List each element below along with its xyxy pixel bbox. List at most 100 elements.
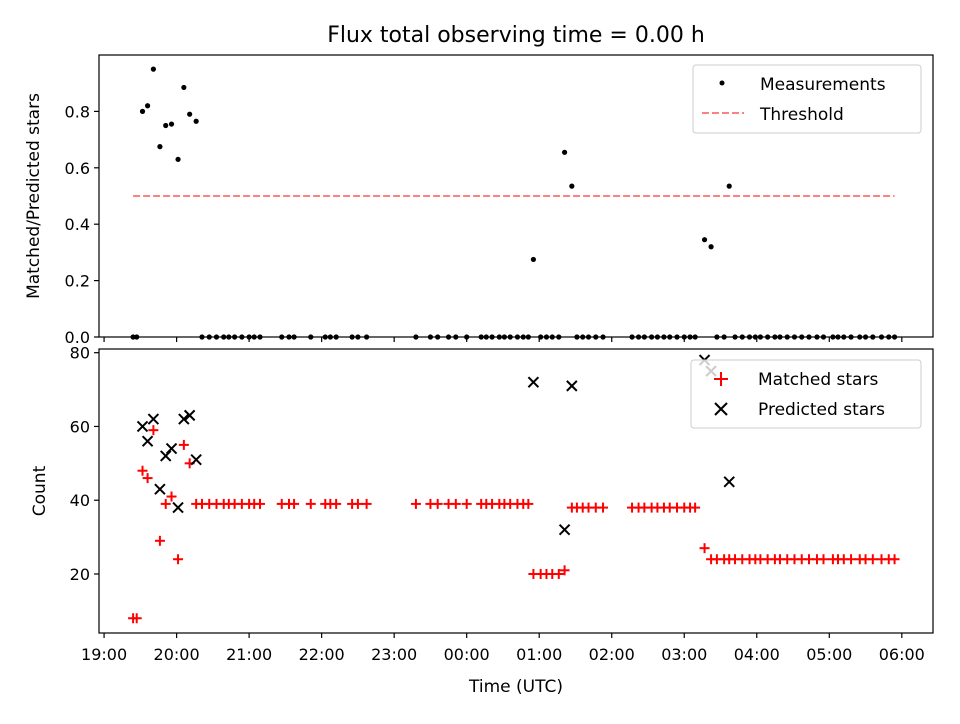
matched-star-point	[432, 498, 443, 509]
x-tick-label: 04:00	[734, 645, 780, 664]
matched-star-point	[142, 473, 153, 484]
predicted-star-point	[160, 450, 172, 462]
measurement-point	[139, 108, 146, 114]
x-tick-label: 05:00	[806, 645, 852, 664]
matched-star-point	[148, 425, 159, 436]
matched-star-point	[450, 498, 461, 509]
ratio-y-tick-label: 0.0	[65, 328, 90, 347]
matched-star-point	[254, 498, 265, 509]
predicted-star-point	[527, 376, 540, 388]
counts-matched-layer	[128, 425, 900, 624]
ratio-y-tick-label: 0.2	[65, 272, 90, 291]
matched-star-point	[361, 498, 372, 509]
counts-x-axis: 19:00 20:00 21:00 22:00 23:00 00:00 01:00 02:00…	[81, 633, 925, 664]
measurement-point	[701, 237, 708, 243]
matched-star-point	[331, 498, 342, 509]
measurement-point	[157, 144, 163, 150]
x-tick-label: 20:00	[154, 645, 200, 664]
ratio-y-tick-label: 0.8	[65, 102, 90, 121]
legend-threshold-label: Threshold	[759, 105, 844, 125]
counts-panel: 20 40 60 80 19:00 20:00 21:00 22:00 23:00 00:00 0…	[30, 344, 934, 697]
legend-predicted-marker	[714, 402, 728, 416]
x-tick-label: 03:00	[661, 645, 707, 664]
predicted-star-point	[147, 413, 160, 425]
predicted-star-point	[723, 476, 735, 488]
measurement-point	[530, 256, 537, 263]
counts-legend: Matched stars Predicted stars	[690, 359, 922, 429]
legend-matched-marker	[714, 372, 728, 386]
predicted-star-point	[165, 442, 178, 455]
x-tick-label: 06:00	[879, 645, 925, 664]
x-tick-label: 19:00	[81, 645, 127, 664]
counts-y-axis: 20 40 60 80	[70, 344, 99, 584]
ratio-legend-box	[692, 64, 922, 134]
x-tick-label: 23:00	[371, 645, 417, 664]
measurement-point	[168, 121, 175, 127]
predicted-star-point	[183, 409, 196, 422]
matched-star-point	[160, 498, 171, 509]
ratio-y-tick-label: 0.6	[65, 159, 90, 178]
measurement-point	[163, 122, 169, 129]
predicted-star-point	[154, 483, 166, 495]
matched-star-point	[598, 502, 609, 513]
x-axis-label: Time (UTC)	[468, 677, 563, 697]
matched-star-point	[166, 491, 177, 502]
measurement-point	[569, 183, 575, 189]
measurement-point	[726, 183, 732, 189]
matched-star-point	[305, 498, 316, 509]
matched-star-point	[559, 565, 570, 576]
legend-measurements-label: Measurements	[760, 75, 886, 95]
legend-measurements-marker	[719, 80, 725, 86]
predicted-star-point	[141, 435, 154, 447]
measurement-point	[193, 118, 199, 124]
predicted-star-point	[178, 413, 190, 425]
measurement-point	[708, 244, 714, 250]
matched-star-point	[178, 439, 189, 450]
legend-predicted-label: Predicted stars	[758, 400, 885, 420]
ratio-x-axis	[103, 337, 903, 342]
ratio-y-axis: 0.0 0.2 0.4 0.6 0.8	[65, 102, 99, 347]
matched-star-point	[461, 498, 472, 509]
matched-star-point	[137, 465, 148, 476]
predicted-star-point	[172, 501, 184, 514]
matched-star-point	[523, 498, 534, 509]
counts-y-tick-label: 40	[70, 491, 90, 510]
counts-y-tick-label: 60	[70, 417, 90, 436]
predicted-star-point	[136, 420, 149, 433]
matched-star-point	[818, 554, 829, 565]
measurement-point	[144, 103, 151, 109]
matched-star-point	[889, 554, 900, 565]
ratio-plot-frame	[98, 54, 934, 338]
ratio-legend: Measurements Threshold	[692, 64, 922, 134]
counts-y-tick-label: 80	[70, 344, 90, 363]
measurement-point	[175, 156, 181, 162]
counts-y-axis-label: Count	[30, 465, 50, 516]
x-tick-label: 01:00	[516, 645, 562, 664]
chart-title: Flux total observing time = 0.00 h	[327, 23, 705, 48]
matched-star-point	[690, 502, 701, 513]
matched-star-point	[410, 498, 421, 509]
predicted-star-point	[566, 380, 578, 392]
matched-star-point	[289, 498, 300, 509]
matched-star-point	[553, 568, 564, 579]
matched-star-point	[867, 554, 878, 565]
matched-star-point	[154, 535, 165, 546]
predicted-star-point	[190, 453, 202, 466]
ratio-y-axis-label: Matched/Predicted stars	[24, 93, 44, 299]
predicted-star-point	[558, 524, 571, 536]
legend-matched-label: Matched stars	[758, 370, 878, 390]
measurement-point	[150, 66, 156, 72]
measurement-point	[181, 84, 187, 91]
counts-legend-box	[690, 359, 922, 429]
measurement-point	[561, 149, 568, 155]
x-tick-label: 00:00	[444, 645, 490, 664]
x-tick-label: 02:00	[589, 645, 635, 664]
x-tick-label: 21:00	[226, 645, 272, 664]
x-tick-label: 22:00	[299, 645, 345, 664]
matched-star-point	[352, 498, 363, 509]
matched-star-point	[846, 554, 857, 565]
measurement-point	[187, 111, 193, 117]
matched-star-point	[131, 613, 142, 624]
matched-star-point	[699, 543, 710, 554]
